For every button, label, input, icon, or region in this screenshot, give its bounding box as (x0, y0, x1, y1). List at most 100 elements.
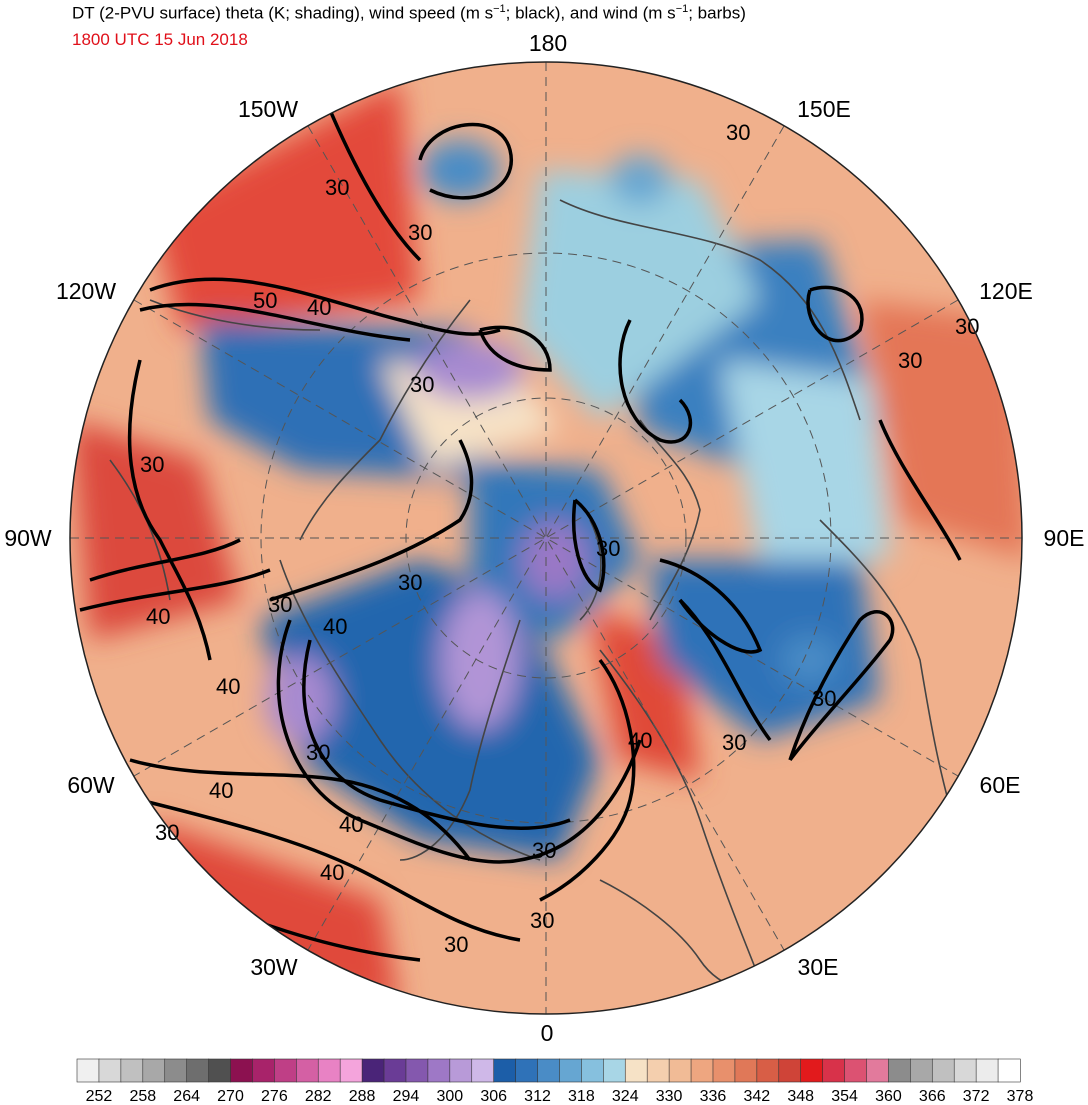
colorbar-bin (339, 1058, 363, 1083)
lon-label-90w: 90W (4, 525, 52, 551)
contour-pacific-jet (149, 277, 501, 336)
contour-pole (571, 498, 606, 593)
colorbar-bin (559, 1058, 582, 1083)
lon-label-30w: 30W (250, 954, 298, 980)
colorbar-bin (866, 1058, 890, 1083)
colorbar-bin (931, 1058, 955, 1083)
colorbar-tick-label: 282 (305, 1088, 332, 1105)
colorbar-bin (120, 1058, 144, 1083)
blue-low-chukotka (610, 155, 670, 205)
contour-label: 30 (812, 686, 836, 711)
contour-label: 30 (410, 372, 434, 397)
colorbar-bin (690, 1058, 714, 1083)
map-title: DT (2-PVU surface) theta (K; shading), w… (72, 3, 746, 24)
contour-label: 40 (323, 614, 347, 639)
colorbar-tick-label: 258 (129, 1088, 156, 1105)
contour-atlantic-2 (139, 798, 521, 942)
lon-label-90e: 90E (1044, 525, 1085, 551)
contour-scandinavia (539, 658, 636, 902)
lon-label-0: 0 (541, 1020, 554, 1046)
blue-low-bering (420, 140, 500, 200)
contour-label: 30 (722, 730, 746, 755)
contour-label: 40 (628, 728, 652, 753)
purple-low-greenland (440, 590, 520, 730)
contour-label: 40 (209, 778, 233, 803)
title-superscript-1: −1 (493, 3, 506, 15)
colorbar-bin (208, 1058, 232, 1083)
colorbar-tick-label: 276 (261, 1088, 288, 1105)
lon-label-120w: 120W (56, 278, 116, 304)
title-text-2: ; black), and wind (m s (505, 3, 676, 23)
colorbar-bin (756, 1058, 780, 1083)
graticule (70, 62, 1022, 1014)
colorbar-bin (888, 1058, 911, 1083)
blue-low-kara (780, 635, 840, 685)
contour-label: 30 (444, 932, 468, 957)
contour-label: 40 (320, 860, 344, 885)
contour-label: 50 (253, 288, 277, 313)
contour-label: 40 (146, 604, 170, 629)
colorbar-bin (844, 1058, 868, 1083)
colorbar-bin (405, 1058, 429, 1083)
colorbar-bin (142, 1058, 166, 1083)
contour-siberia-2 (806, 285, 864, 343)
colorbar-bin (603, 1058, 626, 1083)
contour-label: 30 (596, 536, 620, 561)
colorbar-bin (76, 1058, 100, 1083)
colorbar-tick-label: 294 (393, 1088, 420, 1105)
colorbar-bin (975, 1058, 999, 1083)
colorbar-bin (800, 1058, 824, 1083)
colorbar-bin (537, 1058, 561, 1083)
contour-hudson (269, 439, 474, 602)
contour-label: 30 (726, 120, 750, 145)
cold-pool-canada (200, 320, 480, 480)
colorbar-bin (910, 1058, 933, 1083)
contour-label: 40 (307, 295, 331, 320)
contour-label: 30 (155, 820, 179, 845)
colorbar-tick-label: 312 (524, 1088, 551, 1105)
contour-alaska (328, 109, 422, 262)
contour-atlantic-1 (129, 758, 472, 862)
colorbar-tick-label: 306 (480, 1088, 507, 1105)
contour-label: 30 (408, 220, 432, 245)
contour-greenland-ring (276, 619, 642, 864)
contour-label: 30 (306, 740, 330, 765)
contour-label: 30 (532, 838, 556, 863)
colorbar-bin (317, 1058, 341, 1083)
colorbar-tick-label: 366 (919, 1088, 946, 1105)
purple-low-labrador (265, 655, 335, 745)
contour-siberia-3 (878, 419, 962, 561)
warm-region-pacific (150, 80, 420, 330)
lon-label-150e: 150E (797, 96, 851, 122)
contour-label: 30 (140, 452, 164, 477)
colorbar-bin (361, 1058, 385, 1083)
colorbar-bin (712, 1058, 736, 1083)
contour-canada-1 (127, 359, 212, 661)
lon-label-60w: 60W (67, 772, 115, 798)
title-text-3: ; barbs) (688, 3, 746, 23)
contour-barents (659, 558, 763, 654)
contour-labels: 30 30 50 40 30 30 30 30 40 40 40 30 40 4… (140, 120, 979, 957)
colorbar-bin (471, 1058, 495, 1083)
longitude-labels: 180 150E 120E 90E 60E 30E 0 30W 60W 90W … (4, 30, 1084, 1046)
colorbar-tick-label: 378 (1007, 1088, 1034, 1105)
colorbar-bin (624, 1058, 648, 1083)
colorbar-bin (164, 1058, 188, 1083)
contour-canada-2 (89, 538, 241, 582)
colorbar-bin (274, 1058, 297, 1083)
warm-region-siberia (860, 300, 1022, 560)
colorbar-tick-label: 300 (436, 1088, 463, 1105)
contour-label: 30 (898, 348, 922, 373)
colorbar-bin (98, 1058, 122, 1083)
colorbar-bin (668, 1058, 692, 1083)
colorbar-bin (778, 1058, 802, 1083)
colorbar-tick-label: 360 (875, 1088, 902, 1105)
contour-label: 40 (339, 812, 363, 837)
contour-bering-loop (418, 122, 514, 200)
cream-band (380, 360, 560, 470)
colorbar-bin (581, 1058, 604, 1083)
colorbar-tick-label: 348 (787, 1088, 814, 1105)
contour-label: 40 (216, 674, 240, 699)
colorbar-bin (493, 1058, 517, 1083)
colorbar-bin (822, 1058, 846, 1083)
